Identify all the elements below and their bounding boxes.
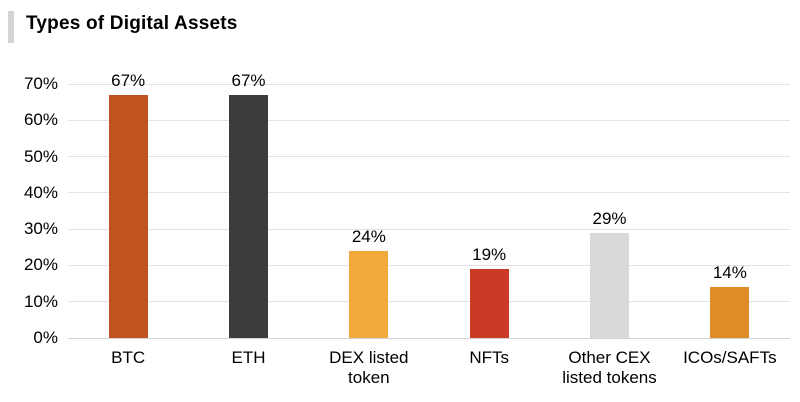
x-axis-category-label: Other CEX listed tokens	[562, 348, 657, 387]
y-axis-tick-label: 30%	[23, 219, 58, 239]
bar-value-label: 19%	[472, 245, 507, 265]
bar-value-label: 29%	[592, 208, 627, 228]
page-title: Types of Digital Assets	[26, 13, 238, 34]
bar-other-cex-listed-tokens	[590, 232, 629, 338]
x-axis-category-label: ETH	[231, 348, 266, 367]
gridline	[68, 119, 790, 121]
bar-value-label: 14%	[712, 263, 747, 283]
x-axis-category-label: DEX listed token	[329, 348, 409, 387]
bar-btc	[108, 94, 148, 338]
x-axis-line	[68, 337, 790, 339]
gridline	[68, 264, 790, 266]
y-axis-tick-label: 40%	[23, 182, 58, 202]
y-axis-tick-label: 60%	[23, 110, 58, 130]
bar-nfts	[469, 269, 509, 338]
bar-value-label: 67%	[111, 70, 146, 90]
gridline	[68, 192, 790, 194]
bar-value-label: 24%	[351, 226, 386, 246]
bar-dex-listed-token	[349, 250, 389, 338]
y-axis-tick-label: 70%	[23, 74, 58, 93]
y-axis-tick-label: 20%	[23, 255, 58, 275]
bar-eth	[229, 94, 268, 338]
gridline	[68, 301, 790, 303]
gridline	[68, 156, 790, 158]
gridline	[68, 228, 790, 230]
y-axis-tick-label: 0%	[33, 328, 58, 347]
y-axis-tick-label: 10%	[23, 291, 58, 311]
x-axis-category-label: BTC	[111, 348, 146, 367]
gridline	[68, 83, 790, 85]
y-axis-tick-label: 50%	[23, 146, 58, 166]
bar-value-label: 67%	[231, 70, 266, 90]
x-axis-category-label: ICOs/SAFTs	[683, 348, 777, 367]
bar-icos-safts	[710, 287, 750, 338]
title-accent-bar	[8, 11, 14, 43]
x-axis-category-label: NFTs	[469, 348, 509, 367]
